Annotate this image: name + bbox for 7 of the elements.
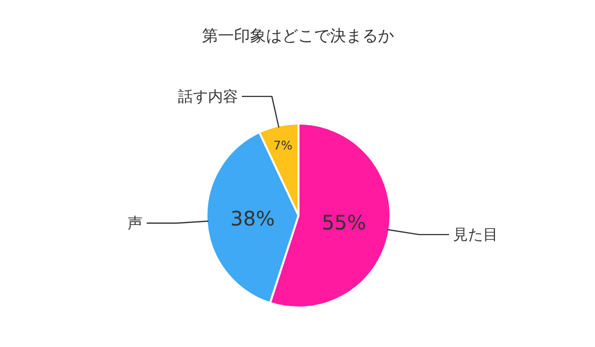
slice-label: 見た目 bbox=[453, 226, 498, 244]
data-label: 38% bbox=[230, 206, 275, 230]
slice-label: 話す内容 bbox=[178, 87, 238, 106]
data-label: 7% bbox=[273, 138, 292, 152]
data-label: 55% bbox=[322, 210, 366, 235]
chart-title: 第一印象はどこで決まるか bbox=[202, 26, 394, 45]
slice-label: 声 bbox=[128, 214, 143, 232]
